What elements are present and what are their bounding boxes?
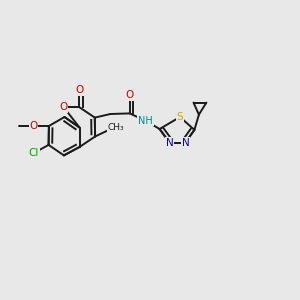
Text: N: N bbox=[182, 137, 189, 148]
Text: N: N bbox=[166, 137, 173, 148]
Text: O: O bbox=[125, 90, 134, 100]
Text: O: O bbox=[75, 85, 83, 95]
Text: O: O bbox=[29, 121, 38, 131]
Text: CH₃: CH₃ bbox=[108, 123, 124, 132]
Text: NH: NH bbox=[138, 116, 153, 126]
Text: S: S bbox=[177, 112, 183, 122]
Text: Cl: Cl bbox=[29, 148, 39, 158]
Text: O: O bbox=[59, 102, 68, 112]
